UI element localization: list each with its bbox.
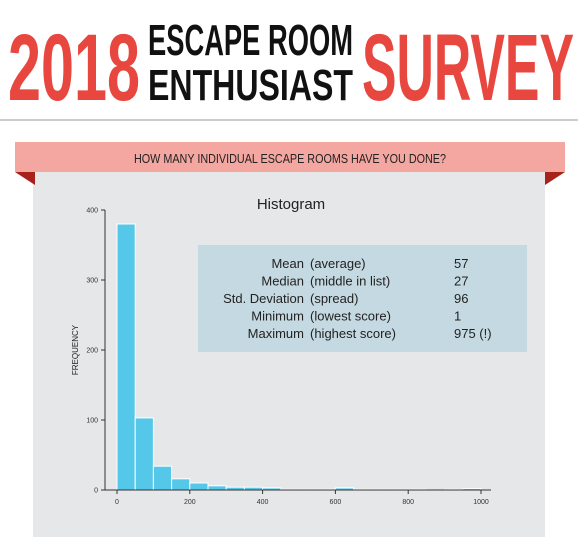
stat-description: (middle in list) bbox=[310, 274, 390, 289]
header-line: ESCAPE ROOM bbox=[148, 16, 353, 65]
stat-description: (highest score) bbox=[310, 326, 396, 341]
chart-title: Histogram bbox=[257, 196, 325, 213]
stat-name: Mean bbox=[271, 256, 304, 271]
stat-name: Minimum bbox=[251, 309, 304, 324]
stat-value: 96 bbox=[454, 291, 468, 306]
y-tick-label: 0 bbox=[94, 488, 98, 495]
bar bbox=[152, 465, 173, 491]
stat-value: 27 bbox=[454, 274, 468, 289]
header-year: 2018 bbox=[8, 15, 140, 121]
header-line: ENTHUSIAST bbox=[148, 61, 353, 110]
header-word: SURVEY bbox=[362, 15, 574, 121]
stat-value: 975 (!) bbox=[454, 326, 492, 341]
bar bbox=[189, 482, 209, 491]
banner-fold bbox=[545, 172, 565, 185]
y-tick-label: 400 bbox=[86, 208, 98, 215]
bar bbox=[116, 223, 136, 491]
stat-description: (spread) bbox=[310, 291, 358, 306]
question: HOW MANY INDIVIDUAL ESCAPE ROOMS HAVE YO… bbox=[134, 151, 446, 166]
stat-name: Std. Deviation bbox=[223, 291, 304, 306]
banner bbox=[15, 142, 565, 172]
bar bbox=[207, 485, 227, 491]
stat-value: 1 bbox=[454, 309, 461, 324]
x-tick-label: 200 bbox=[184, 499, 196, 506]
y-tick-label: 300 bbox=[86, 278, 98, 285]
y-axis-label: FREQUENCY bbox=[71, 324, 80, 375]
y-tick-label: 100 bbox=[86, 418, 98, 425]
x-tick-label: 800 bbox=[402, 499, 414, 506]
x-tick-label: 1000 bbox=[473, 499, 489, 506]
stat-value: 57 bbox=[454, 256, 468, 271]
bar bbox=[134, 417, 154, 491]
stat-description: (average) bbox=[310, 256, 366, 271]
x-tick-label: 600 bbox=[330, 499, 342, 506]
stat-name: Median bbox=[261, 274, 304, 289]
stat-description: (lowest score) bbox=[310, 309, 391, 324]
stat-name: Maximum bbox=[248, 326, 304, 341]
stats-box bbox=[198, 245, 527, 352]
panel bbox=[33, 172, 545, 537]
x-tick-label: 0 bbox=[115, 499, 119, 506]
x-tick-label: 400 bbox=[257, 499, 269, 506]
bar bbox=[171, 478, 191, 491]
banner-fold bbox=[15, 172, 35, 185]
y-tick-label: 200 bbox=[86, 348, 98, 355]
